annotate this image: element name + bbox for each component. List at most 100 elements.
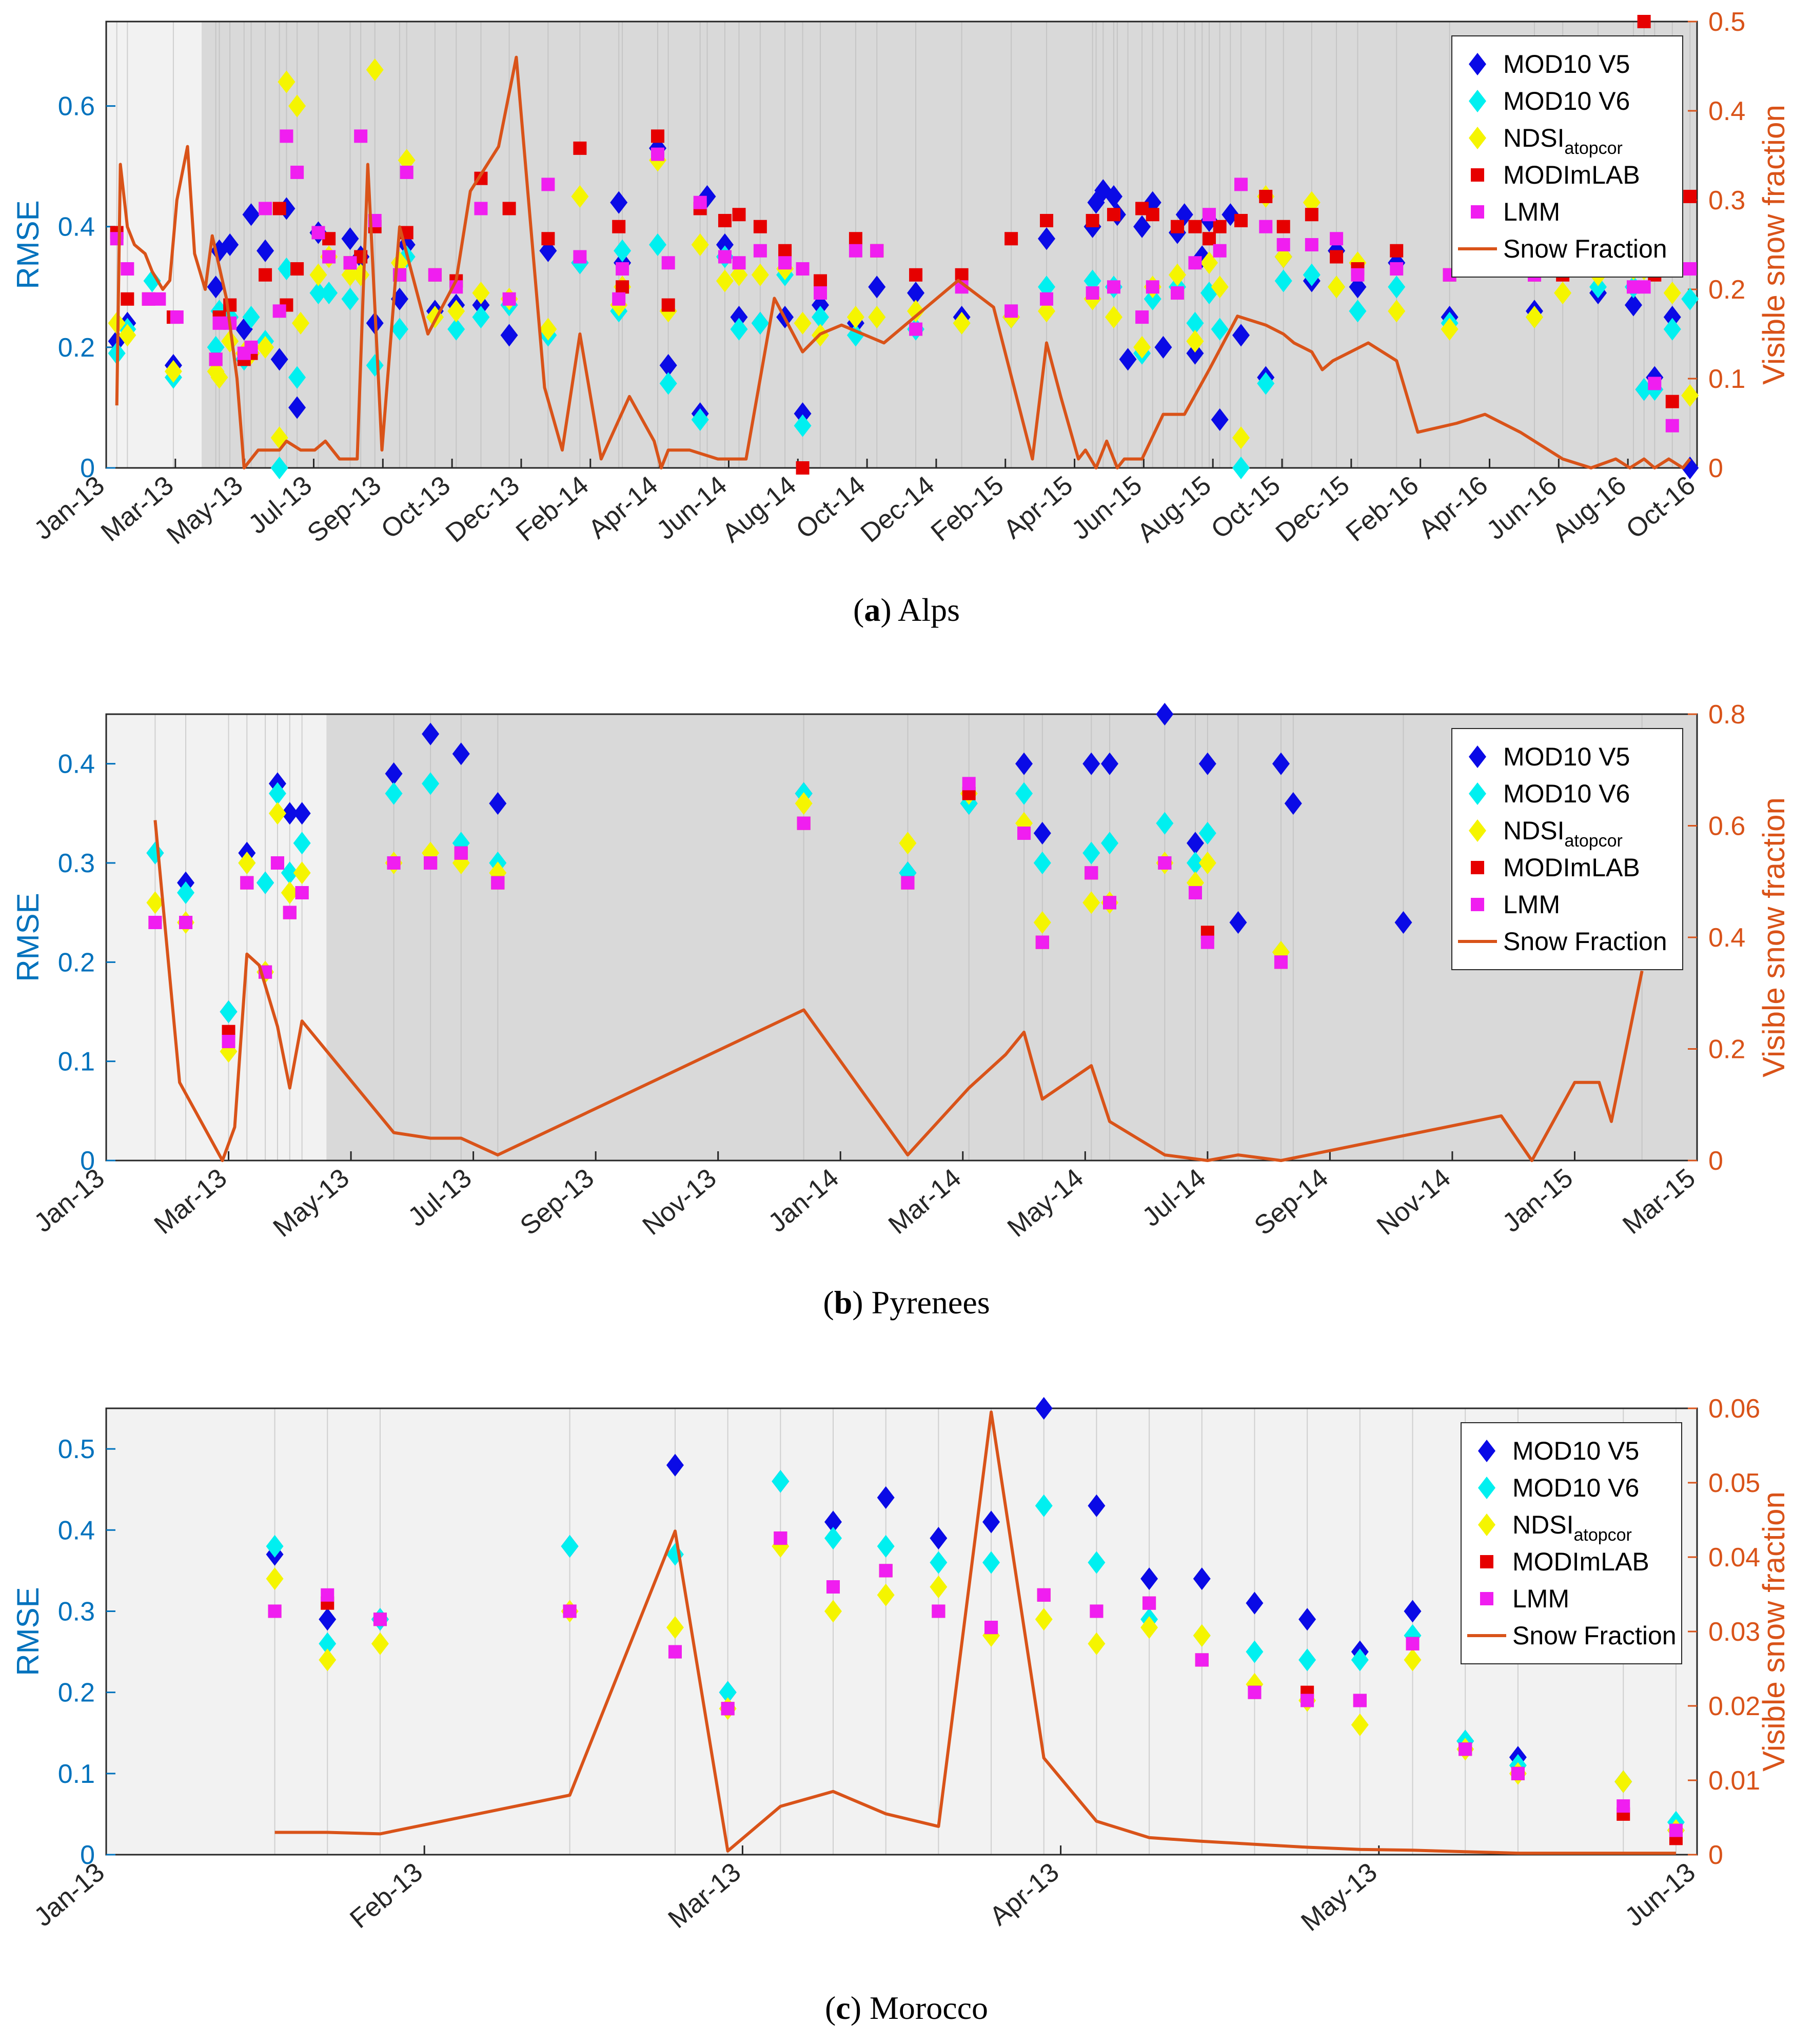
- data-point-square: [1330, 232, 1344, 246]
- x-tick-label: Jan-14: [763, 1163, 844, 1239]
- data-point-diamond: [1088, 1494, 1106, 1517]
- data-point-diamond: [266, 1535, 284, 1558]
- legend-box: [1451, 728, 1683, 970]
- data-point-diamond: [1140, 1616, 1158, 1639]
- data-point-square: [491, 876, 505, 890]
- data-point-square: [879, 1564, 893, 1578]
- legend-label: LMM: [1503, 198, 1560, 226]
- legend-marker: [1478, 1477, 1495, 1499]
- data-point-diamond: [293, 802, 311, 825]
- data-point-square: [322, 250, 336, 264]
- data-point-square: [1004, 304, 1018, 318]
- data-point-square: [1135, 310, 1149, 324]
- legend-label: LMM: [1503, 890, 1560, 919]
- data-point-diamond: [1681, 287, 1699, 310]
- data-point-diamond: [1082, 752, 1100, 775]
- data-point-diamond: [1284, 792, 1302, 815]
- panel-caption: (a) Alps: [853, 592, 960, 628]
- data-point-square: [573, 141, 587, 155]
- data-point-diamond: [649, 233, 667, 257]
- data-point-square: [1406, 1637, 1420, 1650]
- plot-frame: [105, 21, 1698, 469]
- x-tick-label: Jan-13: [29, 470, 110, 546]
- y-tick-label: 0.6: [58, 92, 95, 122]
- y2-tick-label: 0.04: [1708, 1543, 1760, 1573]
- data-point-diamond: [1198, 752, 1216, 775]
- data-point-diamond: [146, 891, 164, 914]
- data-point-diamond: [452, 851, 470, 875]
- data-point-diamond: [288, 366, 306, 389]
- data-point-diamond: [1221, 203, 1239, 226]
- x-tick-label: Jun-15: [1066, 470, 1148, 546]
- data-point-square: [1213, 244, 1227, 258]
- x-tick-label: Apr-13: [984, 1857, 1065, 1932]
- data-point-square: [1617, 1799, 1630, 1813]
- data-point-square: [718, 250, 732, 264]
- data-point-diamond: [270, 426, 288, 449]
- data-point-diamond: [610, 191, 628, 214]
- data-point-diamond: [691, 408, 709, 431]
- data-point-diamond: [1101, 832, 1119, 855]
- data-point-square: [651, 129, 665, 143]
- x-tick-label: Feb-15: [925, 470, 1009, 547]
- data-point-diamond: [877, 1535, 895, 1558]
- data-point-diamond: [220, 1000, 238, 1024]
- data-point-diamond: [119, 324, 136, 347]
- data-point-diamond: [242, 203, 260, 226]
- data-point-square: [343, 256, 357, 270]
- x-tick-label: Jul-13: [403, 1163, 478, 1232]
- data-point-square: [796, 461, 810, 475]
- data-point-square: [849, 244, 862, 258]
- data-point-diamond: [1388, 300, 1406, 323]
- data-point-square: [295, 886, 309, 899]
- data-point-square: [870, 244, 884, 258]
- legend-label-subscript: atopcor: [1573, 1525, 1631, 1545]
- x-tick-label: Mar-13: [663, 1857, 746, 1934]
- snow-fraction-line: [115, 55, 1691, 469]
- data-point-diamond: [1083, 269, 1101, 292]
- x-tick-label: Dec-15: [1270, 470, 1355, 548]
- data-point-square: [1274, 955, 1288, 969]
- data-point-square: [541, 178, 555, 191]
- y-tick-label: 0.4: [58, 1516, 95, 1545]
- data-point-square: [616, 262, 629, 276]
- data-point-diamond: [422, 722, 440, 745]
- data-point-square: [774, 1531, 787, 1545]
- y-tick-label: 0.4: [58, 212, 95, 242]
- data-point-diamond: [614, 239, 632, 262]
- data-point-diamond: [452, 742, 470, 765]
- x-tick-label: Dec-13: [440, 470, 525, 548]
- data-point-diamond: [278, 70, 295, 93]
- data-point-square: [1234, 178, 1248, 191]
- data-point-square: [1637, 280, 1651, 294]
- data-point-diamond: [292, 311, 310, 335]
- x-tick-label: Dec-14: [855, 470, 940, 548]
- data-point-diamond: [1303, 263, 1321, 286]
- x-tick-label: Jul-14: [1137, 1163, 1212, 1232]
- data-point-square: [148, 916, 162, 929]
- data-point-diamond: [371, 1632, 389, 1655]
- data-point-diamond: [1351, 1713, 1369, 1737]
- data-point-diamond: [366, 58, 384, 82]
- data-point-diamond: [846, 305, 864, 329]
- data-point-diamond: [177, 881, 195, 905]
- chart-panel-pyrenees: Jan-13 Mar-13 May-13 Jul-13 Sep-13 Nov-13 Jan-…: [11, 700, 1791, 1321]
- x-tick-label: Oct-13: [376, 470, 456, 545]
- data-point-square: [1259, 189, 1273, 203]
- data-point-diamond: [1635, 378, 1653, 401]
- caption-part: (: [853, 592, 864, 628]
- data-point-diamond: [257, 336, 274, 359]
- data-point-diamond: [1624, 293, 1642, 317]
- data-point-square: [1390, 262, 1404, 276]
- data-point-diamond: [1186, 330, 1204, 353]
- data-point-diamond: [1351, 1648, 1369, 1672]
- data-point-square: [1259, 220, 1273, 233]
- x-tick-label: Apr-15: [998, 470, 1078, 545]
- data-point-diamond: [1614, 1770, 1632, 1793]
- data-point-diamond: [320, 281, 338, 305]
- y-tick-label: 0.2: [58, 1678, 95, 1708]
- data-point-square: [1040, 292, 1054, 306]
- x-tick-label: Mar-14: [883, 1163, 967, 1240]
- series-lmm: [268, 1531, 1683, 1837]
